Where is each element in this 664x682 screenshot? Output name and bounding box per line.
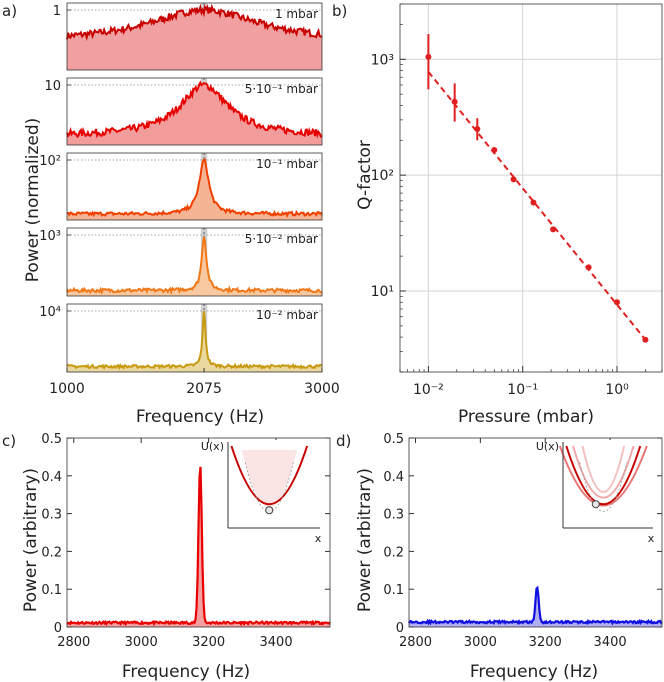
data-point — [491, 146, 498, 153]
fit-line — [427, 71, 647, 341]
panel-c-spectrum: 2800 3000 3200 3400 0 0.1 0.2 0.3 0.4 0.5 U(x) x — [41, 432, 331, 650]
panel-d-ylabel: Power (arbitrary) — [355, 468, 375, 612]
panel-b-xlabel: Pressure (mbar) — [458, 407, 594, 427]
particle — [591, 500, 600, 509]
spectrum-fill — [67, 7, 322, 71]
y-tick-label: 10⁴ — [39, 305, 61, 320]
data-point — [614, 299, 621, 306]
potential-curve-modulated — [572, 445, 635, 499]
x-tick-label: 1000 — [49, 381, 85, 397]
y-tick-label: 1 — [53, 4, 61, 19]
inset-xlabel: x — [315, 532, 322, 545]
y-tick-label: 10³ — [371, 52, 394, 68]
x-tick-label: 3000 — [304, 381, 340, 397]
x-tick-label: 3200 — [529, 635, 562, 650]
y-tick-label: 0.2 — [41, 545, 62, 560]
axes-frame — [408, 437, 663, 628]
spectrum-line — [67, 158, 323, 218]
data-point — [425, 53, 432, 60]
spectrum-line — [66, 311, 323, 371]
y-tick-label: 0.1 — [383, 583, 404, 598]
panel-label-d: d) — [336, 432, 351, 450]
inset-ylabel: U(x) — [201, 440, 224, 453]
series-label: 5·10⁻² mbar — [245, 232, 318, 246]
panel-label-c: c) — [2, 432, 16, 450]
panel-label-a: a) — [2, 2, 17, 20]
data-point — [530, 199, 537, 206]
spectrum-line — [66, 3, 323, 42]
y-tick-label: 0.3 — [383, 508, 404, 523]
x-tick-label: 3000 — [464, 635, 497, 650]
series-label: 10⁻¹ mbar — [256, 157, 318, 171]
particle — [265, 506, 274, 515]
series-label: 10⁻² mbar — [256, 308, 318, 322]
subpanel-frame — [66, 303, 323, 373]
spectrum-line — [66, 466, 331, 627]
potential-curve — [230, 445, 309, 506]
panel-c-xlabel: Frequency (Hz) — [122, 662, 250, 682]
panel-a-stacked-spectra: 1 1 mbar 10 5·10⁻¹ mbar 10² 10⁻¹ mbar 10³ 5·10⁻… — [39, 2, 340, 397]
x-tick-label: 3000 — [125, 635, 158, 650]
panel-d-xlabel: Frequency (Hz) — [470, 662, 598, 682]
inset-background — [555, 440, 657, 540]
x-tick-label: 3400 — [594, 635, 627, 650]
y-tick-label: 0.4 — [383, 470, 404, 485]
subpanel-frame — [66, 152, 323, 221]
subpanel-frame — [66, 2, 323, 71]
data-point — [474, 126, 481, 133]
potential-curve-modulated — [558, 445, 648, 507]
potential-curve-modulated — [581, 445, 626, 494]
x-tick-label: 10⁻² — [413, 382, 444, 398]
spectrum-line — [66, 80, 323, 139]
x-tick-label: 2800 — [57, 635, 90, 650]
y-tick-label: 0.4 — [41, 470, 62, 485]
data-point — [550, 226, 557, 233]
axes-frame — [399, 3, 663, 373]
y-tick-label: 0.5 — [383, 432, 404, 447]
x-tick-label: 3200 — [192, 635, 225, 650]
y-tick-label: 0.5 — [41, 432, 62, 447]
panel-label-b: b) — [332, 2, 347, 20]
spectrum-line — [66, 236, 323, 295]
inset-ylabel: U(x) — [536, 440, 559, 453]
potential-fill — [241, 450, 297, 508]
y-tick-label: 0 — [54, 621, 62, 636]
potential-curve — [565, 445, 642, 506]
inset-xlabel: x — [648, 532, 655, 545]
y-tick-label: 0.2 — [383, 545, 404, 560]
data-point — [510, 176, 517, 183]
y-tick-label: 10 — [44, 79, 61, 94]
data-point — [642, 336, 649, 343]
y-tick-label: 0 — [396, 621, 404, 636]
axes-frame — [66, 437, 331, 628]
x-tick-label: 10⁰ — [605, 382, 629, 398]
panel-b-ylabel: Q-factor — [355, 140, 375, 210]
panel-d-spectrum: 2800 3000 3200 3400 0 0.1 0.2 0.3 0.4 0.5 U(x) x — [383, 432, 663, 650]
panel-a-ylabel: Power (normalized) — [23, 118, 43, 283]
series-label: 1 mbar — [275, 7, 318, 21]
spectrum-line — [408, 585, 663, 626]
x-tick-label: 10⁻¹ — [507, 382, 538, 398]
y-tick-label: 10³ — [39, 229, 61, 244]
x-tick-label: 3400 — [260, 635, 293, 650]
x-tick-label: 2800 — [399, 635, 432, 650]
panel-a-xlabel: Frequency (Hz) — [136, 407, 264, 427]
y-tick-label: 10¹ — [371, 284, 394, 300]
subpanel-frame — [66, 77, 323, 146]
y-tick-label: 0.3 — [41, 508, 62, 523]
y-tick-label: 0.1 — [41, 583, 62, 598]
y-tick-label: 10² — [371, 168, 394, 184]
data-point — [585, 264, 592, 271]
x-tick-label: 2075 — [186, 381, 222, 397]
series-label: 5·10⁻¹ mbar — [245, 82, 318, 96]
subpanel-frame — [66, 227, 323, 297]
potential-reference — [579, 462, 628, 512]
y-tick-label: 10² — [39, 154, 61, 169]
panel-c-ylabel: Power (arbitrary) — [21, 468, 41, 612]
panel-b-qfactor-plot: 10⁻² 10⁻¹ 10⁰ 10¹ 10² 10³ — [371, 3, 663, 398]
data-point — [451, 98, 458, 105]
